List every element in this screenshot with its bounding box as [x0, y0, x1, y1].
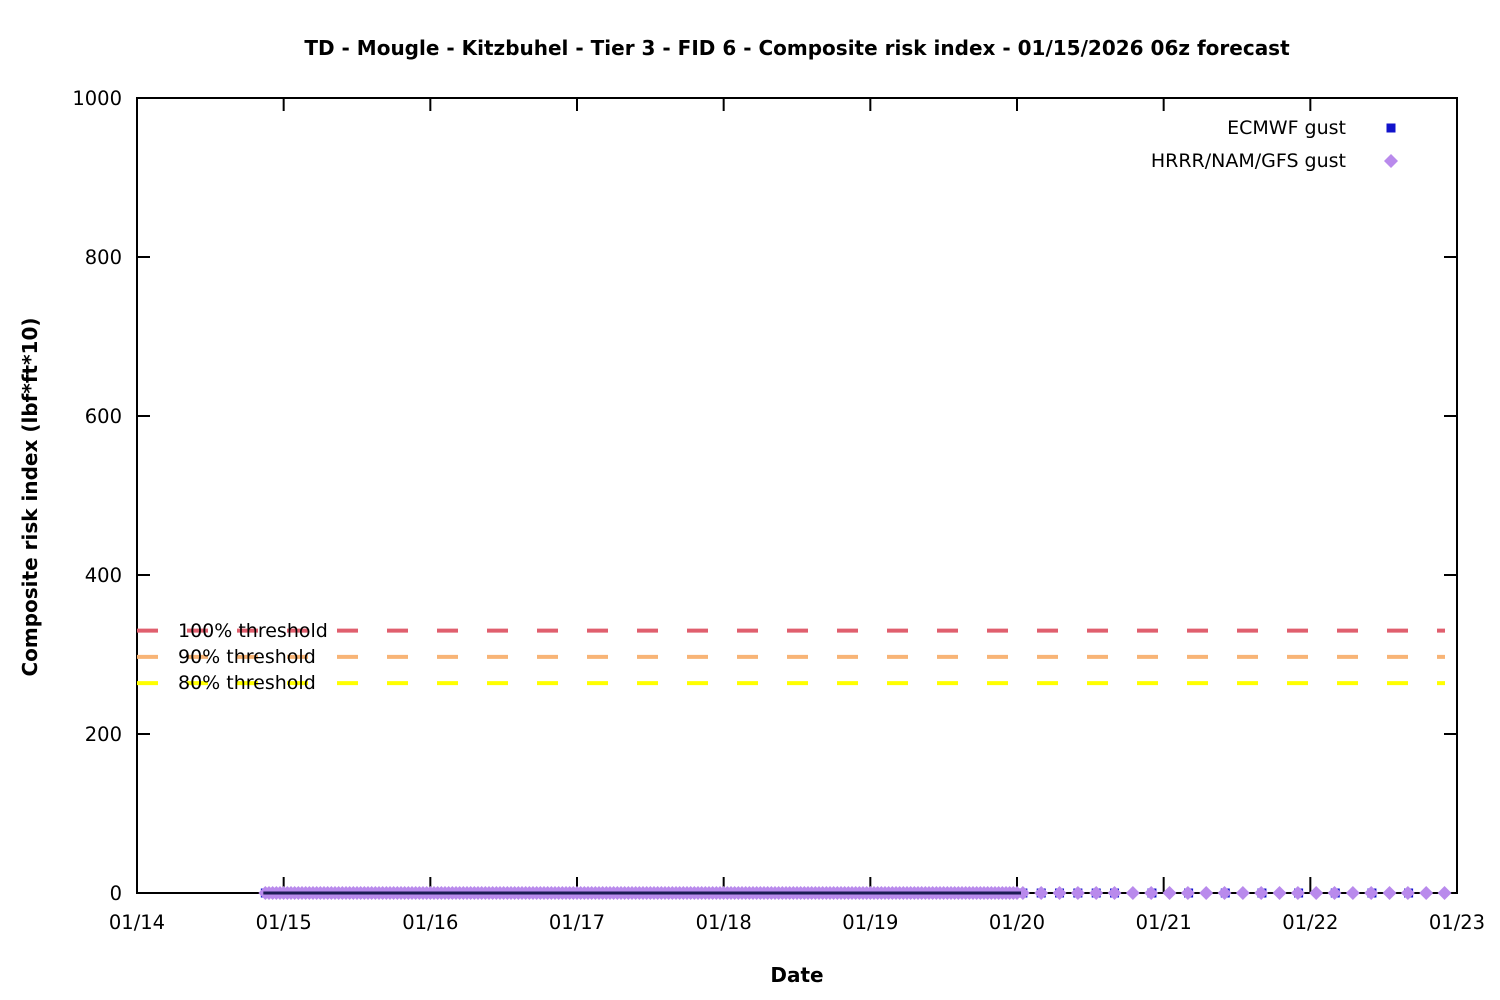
data-point-hrrr	[1015, 886, 1030, 900]
data-point-hrrr	[1345, 886, 1360, 900]
data-point-hrrr	[1290, 886, 1305, 900]
x-tick-label: 01/23	[1429, 911, 1485, 934]
data-point-hrrr	[1144, 886, 1159, 900]
legend-row-ecmwf: ECMWF gust	[1151, 111, 1436, 144]
data-point-hrrr	[1272, 886, 1287, 900]
plot-border	[136, 97, 1458, 894]
y-tick-label: 400	[85, 564, 122, 587]
x-tick-label: 01/19	[842, 911, 898, 934]
x-tick-label: 01/20	[989, 911, 1045, 934]
data-point-hrrr	[1437, 886, 1452, 900]
x-tick-label: 01/15	[256, 911, 312, 934]
y-tick-label: 1000	[72, 87, 122, 110]
square-marker-icon	[1386, 123, 1396, 132]
data-point-hrrr	[1235, 886, 1250, 900]
data-point-hrrr	[1217, 886, 1232, 900]
chart-title: TD - Mougle - Kitzbuhel - Tier 3 - FID 6…	[304, 36, 1290, 60]
threshold-label-100: 100% threshold	[178, 620, 328, 642]
legend-label-ecmwf: ECMWF gust	[1227, 116, 1346, 139]
data-point-hrrr	[1070, 886, 1085, 900]
x-tick-label: 01/22	[1282, 911, 1338, 934]
y-axis-label: Composite risk index (lbf*ft*10)	[18, 317, 42, 677]
x-axis-label: Date	[770, 963, 824, 987]
data-point-hrrr	[1327, 886, 1342, 900]
legend-label-hrrr: HRRR/NAM/GFS gust	[1150, 149, 1346, 172]
x-tick-label: 01/18	[696, 911, 752, 934]
y-tick-label: 200	[85, 723, 122, 746]
legend-marker-box	[1346, 152, 1436, 170]
data-point-hrrr	[1419, 886, 1434, 900]
data-point-hrrr	[1199, 886, 1214, 900]
data-point-hrrr	[1254, 886, 1269, 900]
data-point-hrrr	[1180, 886, 1195, 900]
x-tick-label: 01/21	[1136, 911, 1192, 934]
legend-row-hrrr: HRRR/NAM/GFS gust	[1151, 144, 1436, 177]
data-point-hrrr	[1052, 886, 1067, 900]
data-point-hrrr	[1089, 886, 1104, 900]
legend-marker-box	[1346, 120, 1436, 136]
diamond-marker-icon	[1384, 153, 1398, 168]
data-point-hrrr	[1034, 886, 1049, 900]
threshold-label-90: 90% threshold	[178, 646, 316, 668]
data-point-hrrr	[1162, 886, 1177, 900]
x-tick-label: 01/14	[109, 911, 165, 934]
data-point-hrrr	[1364, 886, 1379, 900]
y-tick-label: 600	[85, 405, 122, 428]
data-point-hrrr	[1107, 886, 1122, 900]
data-point-hrrr	[1125, 886, 1140, 900]
x-tick-label: 01/17	[549, 911, 605, 934]
data-point-hrrr	[1382, 886, 1397, 900]
legend: ECMWF gust HRRR/NAM/GFS gust	[1151, 111, 1436, 177]
x-tick-label: 01/16	[402, 911, 458, 934]
data-point-hrrr	[1309, 886, 1324, 900]
threshold-label-80: 80% threshold	[178, 672, 316, 694]
y-tick-label: 800	[85, 246, 122, 269]
data-point-hrrr	[1400, 886, 1415, 900]
y-tick-label: 0	[110, 882, 122, 905]
